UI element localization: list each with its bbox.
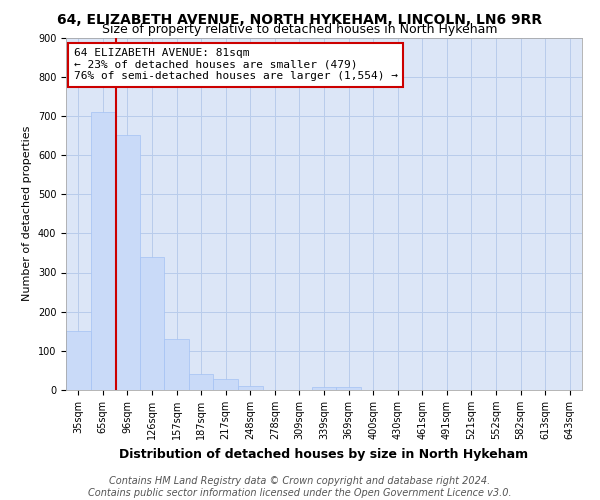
Bar (214, 380, 238, 390)
Text: 64, ELIZABETH AVENUE, NORTH HYKEHAM, LINCOLN, LN6 9RR: 64, ELIZABETH AVENUE, NORTH HYKEHAM, LIN… (58, 12, 542, 26)
Bar (140, 257, 164, 390)
Bar (189, 374, 214, 390)
Bar (115, 136, 140, 390)
Bar (238, 386, 263, 390)
Y-axis label: Number of detached properties: Number of detached properties (22, 126, 32, 302)
Bar (336, 387, 361, 390)
Bar (164, 339, 189, 390)
Text: 64 ELIZABETH AVENUE: 81sqm
← 23% of detached houses are smaller (479)
76% of sem: 64 ELIZABETH AVENUE: 81sqm ← 23% of deta… (74, 48, 398, 82)
Text: Size of property relative to detached houses in North Hykeham: Size of property relative to detached ho… (102, 24, 498, 36)
Text: Contains HM Land Registry data © Crown copyright and database right 2024.
Contai: Contains HM Land Registry data © Crown c… (88, 476, 512, 498)
Bar (312, 387, 336, 390)
Bar (66, 331, 91, 390)
X-axis label: Distribution of detached houses by size in North Hykeham: Distribution of detached houses by size … (119, 448, 529, 460)
Bar (91, 112, 115, 390)
